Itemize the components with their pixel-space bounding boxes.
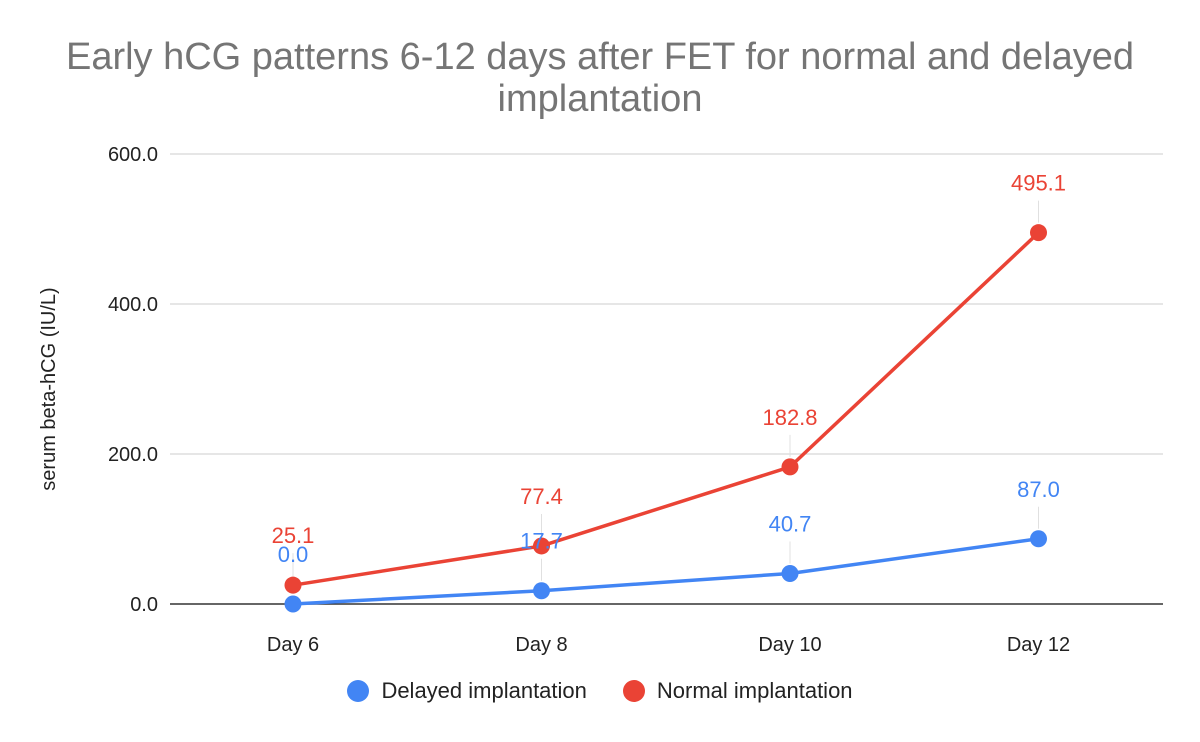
legend-label-normal: Normal implantation — [656, 678, 853, 703]
data-label: 0.0 — [278, 542, 309, 567]
legend-label-delayed: Delayed implantation — [381, 678, 587, 703]
chart-title: Early hCG patterns 6-12 days after FET f… — [65, 36, 1135, 120]
data-label: 40.7 — [769, 511, 812, 536]
y-tick-label: 600.0 — [108, 144, 158, 166]
data-point — [533, 582, 550, 600]
data-label: 495.1 — [1011, 171, 1066, 196]
data-label: 182.8 — [762, 405, 817, 430]
y-axis-label: serum beta-hCG (IU/L) — [38, 287, 60, 490]
chart-legend: Delayed implantation Normal implantation — [0, 678, 1200, 704]
series-line-1 — [292, 231, 1040, 587]
data-label: 25.1 — [272, 523, 315, 548]
x-tick-label: Day 12 — [1007, 634, 1070, 656]
legend-marker-delayed — [347, 680, 370, 702]
data-point — [533, 537, 550, 555]
data-label: 77.4 — [520, 484, 563, 509]
data-point — [781, 458, 799, 476]
x-tick-label: Day 10 — [758, 634, 821, 656]
x-tick-label: Day 8 — [515, 634, 567, 656]
data-point — [1030, 530, 1047, 548]
y-tick-label: 0.0 — [130, 594, 158, 616]
data-point — [284, 595, 302, 613]
data-point — [1030, 224, 1047, 242]
data-label: 17.7 — [520, 529, 563, 554]
data-label: 87.0 — [1017, 477, 1060, 502]
data-point — [284, 576, 302, 594]
y-tick-label: 400.0 — [108, 294, 158, 316]
legend-item-normal[interactable]: Normal implantation — [622, 678, 853, 704]
series-line-0 — [292, 537, 1039, 606]
legend-marker-normal — [622, 680, 645, 702]
data-point — [781, 564, 799, 582]
x-tick-label: Day 6 — [267, 634, 319, 656]
y-tick-label: 200.0 — [108, 444, 158, 466]
legend-item-delayed[interactable]: Delayed implantation — [347, 678, 587, 704]
